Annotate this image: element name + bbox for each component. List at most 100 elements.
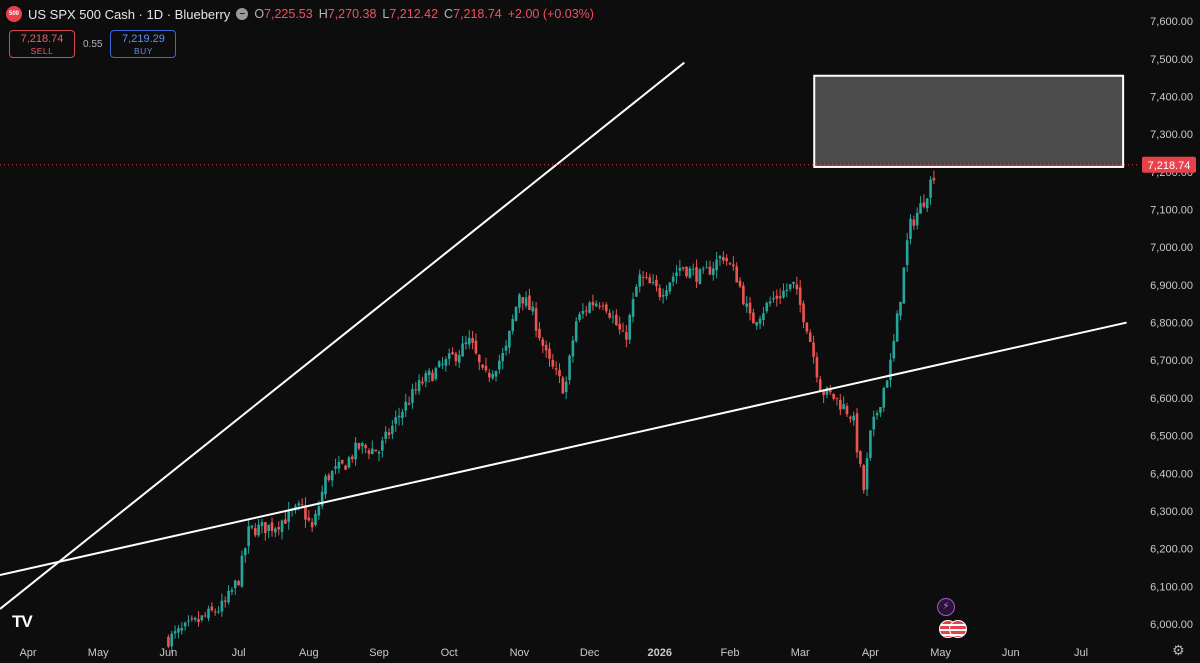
price-tick-label: 6,500.00 [1150, 431, 1193, 443]
candle [598, 302, 601, 310]
candle [665, 285, 668, 300]
candle [381, 436, 384, 458]
candle [498, 354, 501, 374]
trendlines[interactable] [0, 61, 1127, 610]
time-tick-label: Sep [369, 647, 389, 659]
candle [678, 259, 682, 277]
price-tick-label: 6,300.00 [1150, 506, 1193, 518]
candle [177, 625, 180, 639]
candle [919, 196, 922, 214]
candle [354, 437, 357, 466]
candle [314, 509, 317, 527]
candle [357, 442, 361, 451]
symbol-title[interactable]: US SPX 500 Cash · 1D · Blueberry [28, 6, 231, 22]
candle [444, 356, 448, 372]
candle [899, 301, 902, 321]
candle [260, 518, 264, 534]
candle [264, 522, 267, 541]
buy-button[interactable]: 7,219.29 BUY [110, 30, 177, 58]
time-tick-label: May [930, 647, 951, 659]
time-tick-label: May [88, 647, 109, 659]
price-axis[interactable]: 6,000.00 6,100.00 6,200.00 6,300.00 6,400.00… [1150, 16, 1193, 631]
candle [772, 291, 775, 303]
candle [284, 512, 287, 525]
eye-off-icon[interactable]: – [236, 8, 249, 20]
target-zone[interactable] [813, 74, 1125, 168]
settings-gear-icon[interactable]: ⚙ [1172, 642, 1185, 658]
trendline[interactable] [0, 61, 685, 610]
candle [217, 606, 220, 615]
candle [922, 194, 926, 209]
candle [711, 261, 715, 281]
change-value: +2.00 (+0.03%) [507, 7, 594, 21]
candle [628, 313, 632, 344]
chart-header: 500 US SPX 500 Cash · 1D · Blueberry – O… [6, 6, 594, 22]
candle [715, 251, 718, 279]
candle [350, 454, 354, 463]
candle [698, 267, 702, 285]
candle [481, 364, 484, 370]
candle [471, 330, 474, 350]
candle [280, 519, 284, 540]
candle [608, 309, 611, 320]
candle [902, 267, 906, 304]
time-tick-label: Nov [510, 647, 530, 659]
candle [909, 214, 912, 245]
spread-value: 0.55 [83, 38, 103, 50]
target-zone-box[interactable] [813, 74, 1125, 168]
lightning-event-icon[interactable]: ⚡ [937, 598, 955, 616]
candle [451, 347, 454, 356]
candle [722, 251, 725, 264]
candle [855, 407, 859, 459]
price-tag: 7,218.74 [0, 156, 1196, 173]
sell-button[interactable]: 7,218.74 SELL [9, 30, 75, 58]
candle [625, 324, 628, 348]
price-tick-label: 6,000.00 [1150, 619, 1193, 631]
trade-panel: 7,218.74 SELL 0.55 7,219.29 BUY [9, 30, 177, 58]
time-tick-label: Jun [1002, 647, 1020, 659]
tradingview-logo[interactable]: TV [12, 612, 33, 631]
sell-label: SELL [30, 45, 54, 56]
candle [601, 302, 605, 311]
candle [798, 279, 802, 313]
candle [588, 300, 591, 314]
candle [812, 335, 815, 364]
candle [467, 330, 471, 349]
candle [561, 375, 565, 394]
us-flag-event-icon[interactable] [949, 620, 967, 638]
symbol-badge[interactable]: 500 [6, 6, 22, 22]
high-value: H7,270.38 [318, 7, 377, 21]
candle [842, 396, 845, 410]
candle [404, 393, 408, 418]
trendline[interactable] [0, 321, 1127, 576]
time-tick-label: Jul [1074, 647, 1088, 659]
candle [528, 288, 531, 311]
candle [447, 348, 451, 366]
candle [765, 301, 769, 314]
candle [618, 316, 621, 335]
candle [574, 317, 578, 344]
candle [287, 501, 291, 530]
candle [534, 301, 538, 337]
candle [407, 396, 411, 406]
candle [835, 397, 839, 406]
candle [818, 375, 822, 392]
candle [544, 340, 548, 358]
candle [839, 393, 842, 416]
candle [230, 587, 234, 596]
candle [421, 376, 424, 386]
candle [929, 176, 932, 205]
price-tick-label: 6,100.00 [1150, 581, 1193, 593]
time-axis[interactable]: Apr May Jun Jul Aug Sep Oct Nov Dec 2026 Feb Mar Apr… [19, 647, 1088, 659]
candle [200, 614, 204, 623]
time-tick-label: Mar [791, 647, 810, 659]
candle [377, 450, 381, 462]
candle [457, 349, 461, 368]
candle [247, 518, 250, 554]
candle [180, 622, 184, 635]
candle [364, 443, 367, 454]
candle [524, 291, 528, 309]
current-price-tag-label: 7,218.74 [1148, 160, 1191, 172]
candle [879, 407, 882, 418]
